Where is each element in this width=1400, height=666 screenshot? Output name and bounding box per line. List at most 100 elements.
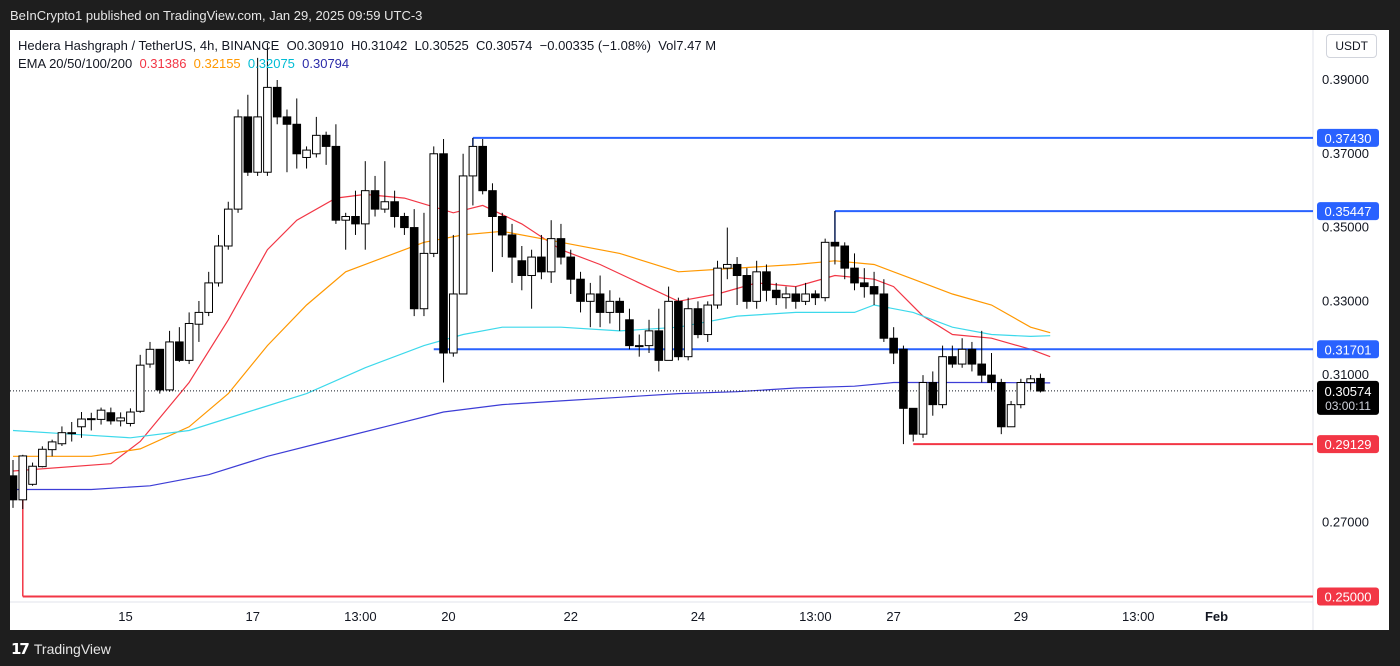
candle-body-12 (126, 411, 135, 424)
symbol-title[interactable]: Hedera Hashgraph / TetherUS, 4h, BINANCE (18, 38, 280, 53)
ema-row: EMA 20/50/100/200 0.31386 0.32155 0.3207… (18, 55, 716, 73)
candle-body-9 (96, 409, 106, 420)
candle-body-63 (625, 319, 634, 347)
candle-body-100 (987, 374, 996, 384)
candle-body-57 (566, 256, 576, 280)
level-tag-label-2: 0.31701 (1325, 342, 1372, 357)
x-tick-label-0: 15 (118, 609, 132, 624)
volume-value: 7.47 M (676, 38, 717, 53)
candle-body-49 (488, 190, 497, 217)
ohlc-row: Hedera Hashgraph / TetherUS, 4h, BINANCE… (18, 37, 716, 55)
candle-body-70 (693, 308, 703, 336)
candle-body-15 (155, 348, 165, 391)
chart-legend: Hedera Hashgraph / TetherUS, 4h, BINANCE… (18, 37, 716, 73)
candle-body-74 (732, 263, 742, 277)
level-tag-label-3: 0.29129 (1325, 437, 1372, 452)
level-tag-2 (1317, 340, 1379, 359)
candle-body-71 (703, 304, 713, 336)
candle-body-90 (889, 337, 898, 354)
candle-body-96 (948, 356, 957, 365)
candle-body-81 (801, 293, 810, 302)
change-value: −0.00335 (−1.08%) (539, 38, 651, 53)
candle-body-58 (576, 278, 585, 302)
level-tag-4 (1317, 587, 1379, 606)
candle-body-64 (634, 345, 644, 348)
brand-name: TradingView (33, 641, 111, 657)
x-tick-label-4: 22 (564, 609, 578, 624)
candle-body-1 (18, 455, 28, 501)
currency-button[interactable]: USDT (1326, 34, 1377, 58)
candle-body-50 (497, 215, 507, 236)
candle-body-29 (292, 123, 302, 155)
candle-body-31 (312, 134, 321, 155)
candle-body-13 (135, 364, 145, 412)
candle-body-86 (850, 267, 859, 284)
price-chart[interactable]: 0.390000.370000.350000.330000.310000.290… (10, 30, 1389, 630)
candle-body-8 (86, 418, 96, 421)
candle-body-30 (302, 149, 311, 158)
x-tick-label-9: 13:00 (1122, 609, 1155, 624)
candle-body-105 (1036, 377, 1045, 392)
y-tick-label-1: 0.37000 (1322, 146, 1369, 161)
candle-body-28 (282, 116, 292, 125)
open-value: 0.30910 (296, 38, 344, 53)
candle-body-59 (586, 293, 595, 302)
volume-label: Vol (658, 38, 677, 53)
ema-line-0 (12, 193, 1051, 472)
close-value: 0.30574 (485, 38, 533, 53)
x-tick-label-5: 24 (691, 609, 705, 624)
x-tick-label-7: 27 (886, 609, 900, 624)
candle-body-2 (28, 465, 37, 485)
candle-body-40 (400, 215, 409, 229)
brand-bar: 17 TradingView (0, 630, 1400, 666)
candle-body-101 (996, 382, 1006, 428)
candle-body-66 (654, 330, 664, 361)
candle-body-85 (840, 245, 850, 269)
candle-body-54 (537, 256, 546, 273)
candle-body-24 (243, 116, 253, 173)
open-label: O (286, 38, 297, 53)
candle-body-45 (449, 293, 458, 354)
candle-body-69 (683, 308, 693, 358)
candle-body-97 (957, 348, 967, 365)
candle-body-33 (331, 145, 341, 221)
chart-panel[interactable]: 0.390000.370000.350000.330000.310000.290… (10, 30, 1389, 630)
ema-title[interactable]: EMA 20/50/100/200 (18, 56, 133, 71)
ema-line-1 (13, 230, 1051, 457)
countdown-label: 03:00:11 (1325, 399, 1371, 413)
low-label: L (414, 38, 422, 53)
candle-body-47 (468, 145, 478, 177)
candle-body-98 (967, 348, 977, 365)
candle-body-32 (321, 134, 331, 147)
level-tag-1 (1317, 202, 1379, 221)
candle-body-43 (429, 153, 439, 254)
candle-body-7 (77, 418, 86, 428)
candle-body-0 (10, 475, 18, 501)
candle-body-95 (938, 356, 947, 406)
ema-line-2 (12, 304, 1051, 439)
x-tick-label-1: 17 (245, 609, 259, 624)
candle-body-73 (723, 263, 732, 269)
candle-body-78 (771, 289, 781, 299)
candle-body-34 (341, 215, 350, 221)
ema100-value: 0.32075 (247, 56, 295, 71)
candle-body-72 (713, 267, 722, 306)
candle-body-92 (908, 407, 918, 435)
high-label: H (350, 38, 361, 53)
candle-body-56 (556, 238, 566, 258)
x-tick-label-6: 13:00 (799, 609, 832, 624)
ema50-value: 0.32155 (193, 56, 241, 71)
candle-body-36 (360, 190, 370, 225)
candle-body-75 (742, 275, 752, 302)
candle-body-53 (527, 256, 536, 277)
candle-body-102 (1006, 404, 1016, 428)
level-tag-label-1: 0.35447 (1325, 204, 1372, 219)
candle-body-67 (664, 300, 673, 361)
candle-body-16 (165, 341, 174, 391)
x-tick-label-3: 20 (441, 609, 455, 624)
x-tick-label-8: 29 (1014, 609, 1028, 624)
level-tag-label-4: 0.25000 (1325, 589, 1372, 604)
tradingview-logo[interactable]: 17 TradingView (11, 640, 111, 658)
candle-body-88 (869, 286, 879, 295)
candle-body-26 (263, 86, 272, 173)
